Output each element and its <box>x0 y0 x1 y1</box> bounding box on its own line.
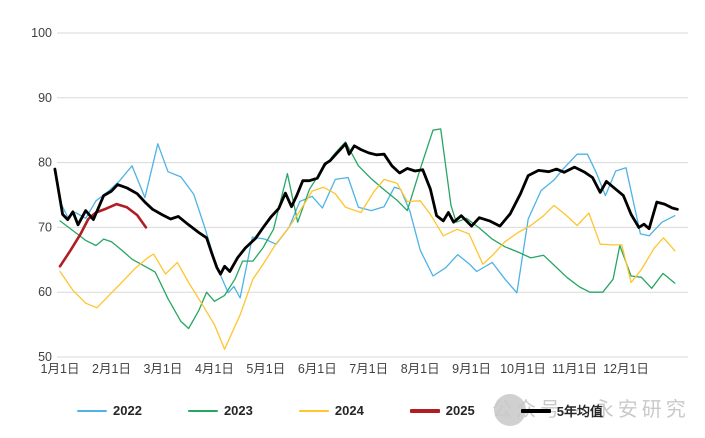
y-axis-tick-label: 50 <box>38 350 52 364</box>
legend-item-5年均值: 5年均值 <box>520 401 603 420</box>
legend-item-2023: 2023 <box>187 403 253 418</box>
legend-label: 2024 <box>334 403 364 418</box>
x-axis-tick-label: 7月1日 <box>349 362 388 376</box>
y-axis-tick-label: 100 <box>31 26 52 40</box>
legend-label: 5年均值 <box>556 404 603 419</box>
legend-swatch <box>187 409 218 412</box>
x-axis-tick-label: 11月1日 <box>552 362 597 376</box>
x-axis-tick-label: 5月1日 <box>246 362 285 376</box>
x-axis-tick-label: 9月1日 <box>452 362 491 376</box>
legend-label: 2025 <box>445 403 475 418</box>
series-line-2022 <box>59 143 676 299</box>
x-axis-tick-label: 4月1日 <box>195 362 234 376</box>
x-axis-tick-label: 1月1日 <box>41 362 80 376</box>
legend-item-2025: 2025 <box>409 403 475 418</box>
legend-item-2022: 2022 <box>77 403 142 418</box>
legend: 2022 2023 2024 2025 5年均值 <box>0 401 680 420</box>
x-axis-tick-label: 3月1日 <box>143 362 182 376</box>
x-axis-tick-label: 8月1日 <box>401 362 440 376</box>
series-line-2023 <box>59 128 676 330</box>
watermark-text: 公众号 · 永安研究 <box>492 399 690 421</box>
legend-label: 2022 <box>113 403 142 418</box>
legend-swatch <box>77 409 108 412</box>
series-line-2024 <box>59 178 676 350</box>
x-axis-tick-label: 6月1日 <box>298 362 337 376</box>
y-axis-tick-label: 80 <box>38 156 52 170</box>
watermark-logo-circle <box>494 394 526 426</box>
x-axis-tick-label: 2月1日 <box>92 362 131 376</box>
series-line-2025 <box>58 202 148 268</box>
series-line-5年均值 <box>53 142 679 276</box>
y-axis-tick-label: 90 <box>38 91 52 105</box>
legend-swatch <box>520 408 551 413</box>
x-axis-tick-label: 10月1日 <box>500 362 546 376</box>
y-axis-tick-label: 60 <box>38 285 52 299</box>
legend-swatch <box>409 408 440 413</box>
legend-item-2024: 2024 <box>298 403 364 418</box>
legend-swatch <box>298 409 329 412</box>
x-axis-tick-label: 12月1日 <box>603 362 649 376</box>
legend-label: 2023 <box>223 403 253 418</box>
y-axis-tick-label: 70 <box>38 220 52 234</box>
watermark: 公众号 · 永安研究 <box>492 394 690 426</box>
